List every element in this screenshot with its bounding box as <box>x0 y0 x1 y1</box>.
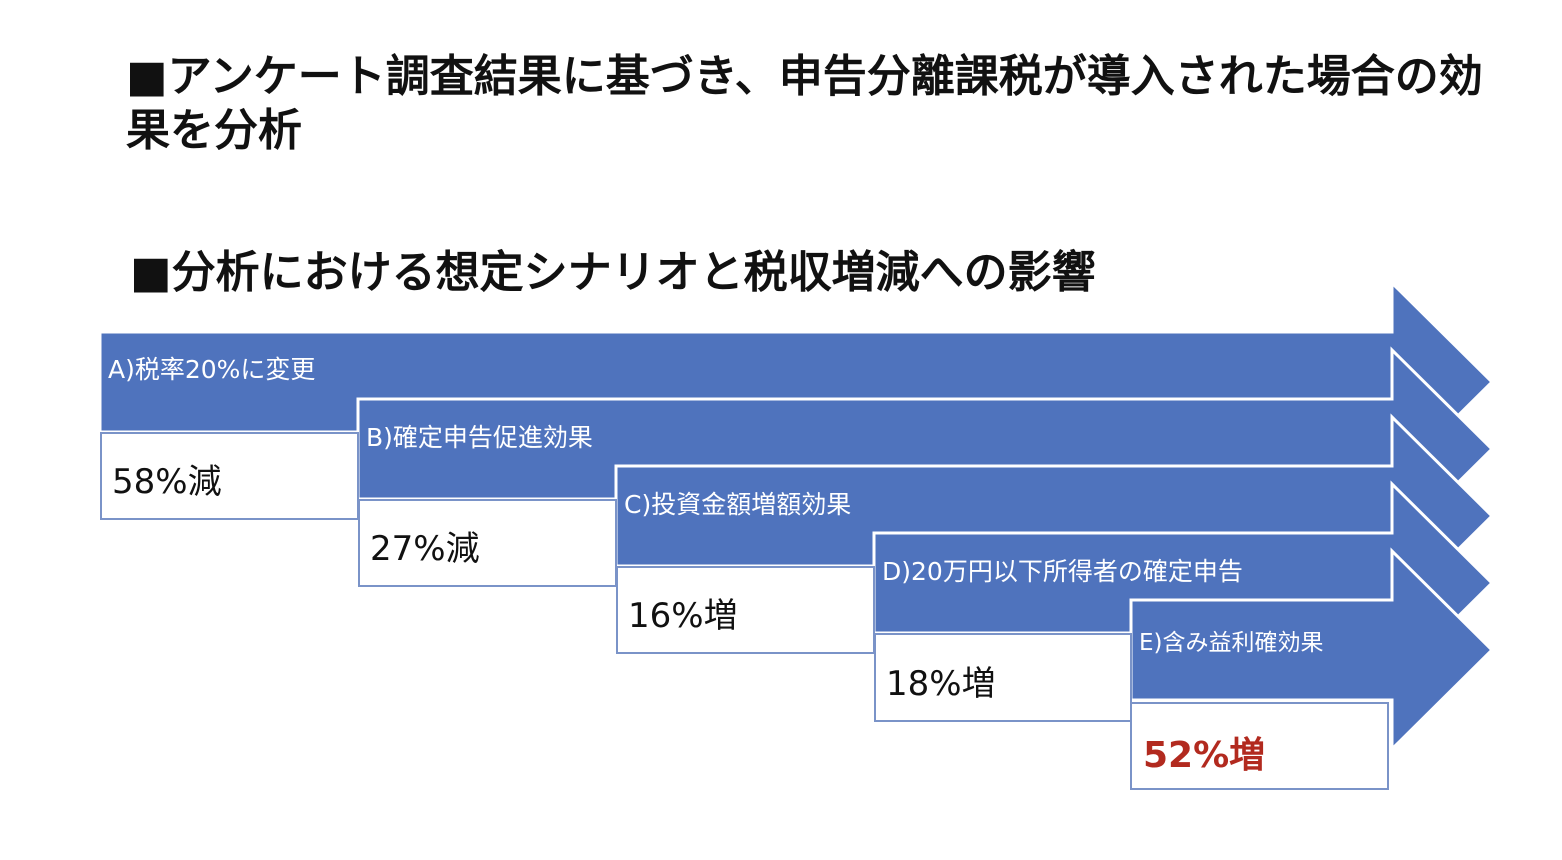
effect-box-a <box>100 432 359 520</box>
arrow-e <box>1129 547 1495 753</box>
effect-value-c: 16%増 <box>628 596 738 636</box>
effect-box-e <box>1130 702 1389 790</box>
effect-value-e: 52%増 <box>1143 735 1266 776</box>
scenario-label-b: B)確定申告促進効果 <box>366 423 593 452</box>
scenario-label-c: C)投資金額増額効果 <box>624 490 852 519</box>
slide-title-sub: ■分析における想定シナリオと税収増減への影響 <box>130 247 1096 298</box>
effect-value-b: 27%減 <box>370 529 480 569</box>
effect-value-a: 58%減 <box>112 462 222 502</box>
effect-value-d: 18%増 <box>886 664 996 704</box>
effect-box-b <box>358 499 617 587</box>
scenario-label-d: D)20万円以下所得者の確定申告 <box>882 557 1243 586</box>
effect-box-d <box>874 633 1132 722</box>
effect-box-c <box>616 566 875 654</box>
scenario-label-a: A)税率20%に変更 <box>108 355 316 384</box>
slide-title-main: ■アンケート調査結果に基づき、申告分離課税が導入された場合の効果を分析 <box>126 51 1483 156</box>
scenario-label-e: E)含み益利確効果 <box>1139 630 1324 656</box>
